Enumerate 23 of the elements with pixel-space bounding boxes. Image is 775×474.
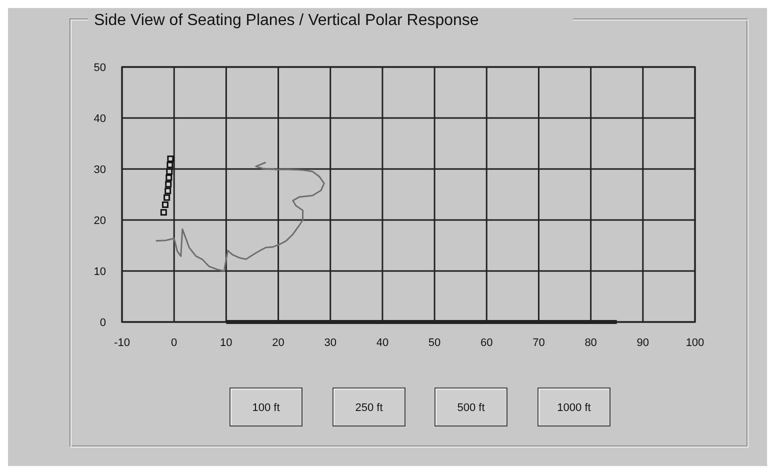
y-tick-label: 30 — [94, 164, 106, 176]
x-tick-label: 10 — [220, 337, 232, 349]
x-tick-label: 80 — [584, 337, 597, 349]
x-tick-label: 40 — [376, 337, 389, 349]
y-tick-label: 10 — [94, 266, 106, 278]
text: 100 ft — [252, 402, 280, 414]
chart-title: Side View of Seating Planes / Vertical Polar Response — [94, 12, 479, 29]
text: 1000 ft — [557, 402, 591, 414]
text: 250 ft — [355, 402, 383, 414]
y-tick-label: 0 — [100, 317, 106, 329]
x-tick-label: 30 — [324, 337, 336, 349]
y-tick-label: 40 — [94, 113, 106, 125]
x-tick-label: 20 — [272, 337, 284, 349]
x-tick-label: 60 — [480, 337, 493, 349]
x-tick-label: 90 — [636, 337, 650, 349]
y-tick-label: 20 — [94, 215, 106, 227]
x-tick-label: 100 — [686, 337, 704, 349]
x-tick-label: 70 — [532, 337, 545, 349]
x-tick-label: -10 — [114, 337, 130, 349]
x-tick-label: 0 — [171, 337, 178, 349]
y-tick-label: 50 — [94, 62, 106, 74]
text: 500 ft — [457, 402, 485, 414]
x-tick-label: 50 — [428, 337, 441, 349]
